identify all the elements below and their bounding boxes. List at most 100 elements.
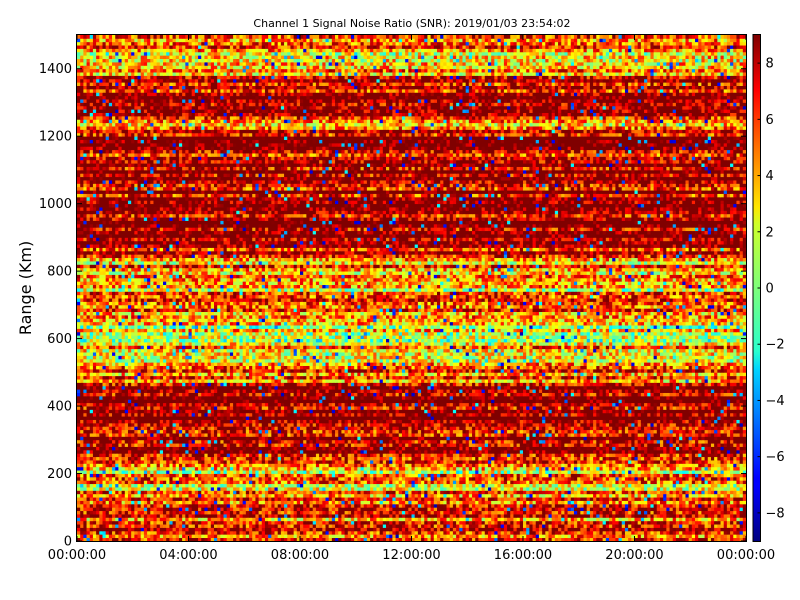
heatmap-cell <box>421 470 425 474</box>
heatmap-cell <box>363 480 368 485</box>
heatmap-cell <box>204 466 209 471</box>
heatmap-cell <box>624 480 629 485</box>
heatmap-cell <box>300 480 304 485</box>
heatmap-cell <box>723 500 728 505</box>
heatmap-cell <box>252 534 256 539</box>
heatmap-cell <box>583 490 588 495</box>
heatmap-cell <box>433 514 438 518</box>
heatmap-cell <box>121 537 126 542</box>
heatmap-cell <box>191 500 196 505</box>
heatmap-cell <box>561 510 565 515</box>
heatmap-cell <box>430 527 435 532</box>
heatmap-cell <box>325 463 330 468</box>
heatmap-cell <box>258 520 263 525</box>
heatmap-cell <box>134 497 138 501</box>
heatmap-cell <box>140 527 145 532</box>
heatmap-cell <box>357 473 361 478</box>
heatmap-cell <box>172 490 177 495</box>
heatmap-cell <box>137 483 142 488</box>
heatmap-cell <box>714 476 718 481</box>
heatmap-cell <box>624 507 629 512</box>
heatmap-cell <box>408 514 412 518</box>
heatmap-cell <box>408 473 412 478</box>
heatmap-cell <box>112 517 116 522</box>
heatmap-cell <box>108 466 113 471</box>
heatmap-cell <box>405 534 409 539</box>
heatmap-cell <box>137 470 142 474</box>
heatmap-cell <box>468 514 473 518</box>
heatmap-cell <box>360 527 365 532</box>
heatmap-cell <box>166 487 170 491</box>
heatmap-cell <box>328 530 333 535</box>
heatmap-cell <box>137 524 142 528</box>
heatmap-cell <box>675 507 680 512</box>
heatmap-cell <box>233 503 237 508</box>
heatmap-cell <box>201 510 205 515</box>
heatmap-cell <box>487 460 492 464</box>
heatmap-cell <box>532 500 537 505</box>
heatmap-cell <box>366 503 371 508</box>
heatmap-cell <box>169 514 173 518</box>
heatmap-cell <box>523 497 527 501</box>
heatmap-cell <box>573 520 578 525</box>
heatmap-cell <box>325 514 330 518</box>
heatmap-cell <box>210 527 215 532</box>
heatmap-cell <box>723 490 728 495</box>
heatmap-cell <box>322 524 326 528</box>
heatmap-cell <box>580 514 584 518</box>
heatmap-cell <box>83 493 87 498</box>
heatmap-cell <box>121 483 126 488</box>
heatmap-cell <box>77 527 81 532</box>
heatmap-cell <box>172 517 177 522</box>
heatmap-cell <box>717 476 721 481</box>
heatmap-cell <box>682 514 686 518</box>
heatmap-cell <box>166 517 170 522</box>
heatmap-cell <box>105 480 110 485</box>
heatmap-cell <box>143 503 148 508</box>
heatmap-cell <box>382 503 387 508</box>
heatmap-cell <box>341 490 345 495</box>
heatmap-cell <box>491 530 495 535</box>
heatmap-cell <box>207 530 212 535</box>
heatmap-cell <box>315 463 320 468</box>
heatmap-cell <box>510 517 514 522</box>
heatmap-cell <box>440 463 444 468</box>
heatmap-cell <box>631 534 635 539</box>
heatmap-cell <box>182 483 186 488</box>
heatmap-cell <box>370 503 374 508</box>
heatmap-cell <box>701 530 705 535</box>
heatmap-cell <box>182 520 186 525</box>
heatmap-cell <box>153 497 158 501</box>
heatmap-cell <box>650 480 655 485</box>
heatmap-cell <box>264 500 269 505</box>
heatmap-cell <box>284 473 288 478</box>
heatmap-cell <box>564 510 568 515</box>
heatmap-cell <box>229 466 234 471</box>
heatmap-cell <box>210 497 215 501</box>
heatmap-cell <box>414 473 419 478</box>
heatmap-cell <box>347 503 352 508</box>
heatmap-cell <box>255 503 259 508</box>
heatmap-cell <box>274 480 279 485</box>
heatmap-cell <box>675 520 680 525</box>
heatmap-cell <box>739 524 744 528</box>
heatmap-cell <box>637 527 642 532</box>
heatmap-cell <box>252 466 256 471</box>
heatmap-cell <box>481 490 486 495</box>
heatmap-cell <box>112 503 116 508</box>
heatmap-cell <box>659 520 664 525</box>
heatmap-cell <box>701 524 705 528</box>
heatmap-cell <box>86 527 91 532</box>
heatmap-cell <box>271 503 275 508</box>
heatmap-cell <box>535 537 540 542</box>
heatmap-cell <box>236 510 240 515</box>
heatmap-cell <box>296 524 301 528</box>
heatmap-cell <box>513 500 518 505</box>
heatmap-cell <box>500 470 505 474</box>
heatmap-cell <box>605 503 610 508</box>
heatmap-cell <box>440 476 444 481</box>
heatmap-cell <box>108 473 113 478</box>
heatmap-cell <box>287 473 291 478</box>
heatmap-cell <box>663 534 667 539</box>
heatmap-cell <box>118 520 122 525</box>
